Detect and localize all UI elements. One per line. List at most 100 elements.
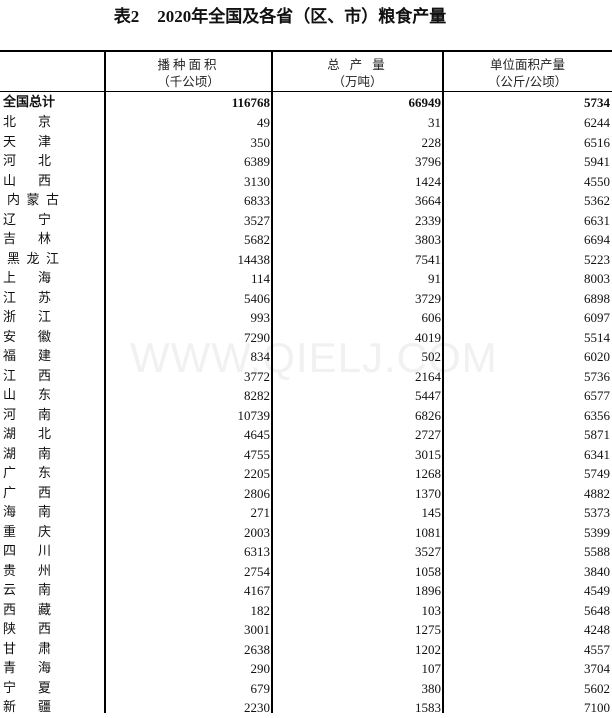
area-value: 2205 [244, 466, 270, 481]
output-value: 3015 [415, 446, 441, 462]
yield-value: 5362 [584, 193, 610, 208]
table-row: 江西 3772 2164 5736 [0, 367, 612, 387]
area-value: 4755 [244, 446, 270, 462]
yield-value: 7100 [584, 700, 610, 715]
table-row: 江苏 5406 3729 6898 [0, 289, 612, 309]
output-value: 1275 [415, 622, 441, 637]
area-value: 8282 [244, 388, 270, 403]
area-value: 3527 [244, 212, 270, 228]
table-row: 山东 8282 5447 6577 [0, 386, 612, 406]
table-row: 新疆 2230 1583 7100 [0, 698, 612, 718]
output-value: 502 [421, 349, 442, 364]
table-row: 海南 271 145 5373 [0, 503, 612, 523]
output-value: 2727 [415, 427, 441, 442]
yield-value: 6694 [584, 232, 610, 247]
table-row: 吉林 5682 3803 6694 [0, 230, 612, 250]
region-name: 湖南 [3, 446, 51, 462]
region-name: 辽宁 [3, 212, 51, 228]
yield-value: 5734 [584, 95, 610, 110]
output-value: 145 [421, 505, 442, 520]
region-name: 海南 [3, 505, 51, 520]
yield-value: 5602 [584, 680, 610, 696]
region-name: 新疆 [3, 700, 51, 715]
output-value: 1370 [415, 485, 441, 501]
yield-value: 6097 [584, 310, 610, 325]
area-value: 3130 [244, 173, 270, 189]
table-row: 上海 114 91 8003 [0, 269, 612, 289]
table-row: 贵州 2754 1058 3840 [0, 562, 612, 582]
output-value: 3803 [415, 232, 441, 247]
column-name: 播种面积 [157, 57, 220, 72]
column-name: 总 产 量 [327, 57, 388, 72]
yield-value: 8003 [584, 271, 610, 286]
table-row-total: 全国总计 116768 66949 5734 [0, 92, 612, 113]
region-name: 山西 [3, 173, 51, 189]
region-name: 吉林 [3, 232, 51, 247]
table-body: 全国总计 116768 66949 5734 北京 49 31 6244 天津 350 22… [0, 92, 612, 718]
area-value: 5682 [244, 232, 270, 247]
region-name: 河北 [3, 154, 51, 169]
column-divider [442, 51, 444, 713]
table-row: 陕西 3001 1275 4248 [0, 620, 612, 640]
table-row: 北京 49 31 6244 [0, 113, 612, 133]
area-value: 3001 [244, 622, 270, 637]
area-value: 2003 [244, 524, 270, 540]
yield-value: 4549 [584, 583, 610, 598]
region-name: 福建 [3, 349, 51, 364]
yield-value: 5941 [584, 154, 610, 169]
yield-value: 5223 [584, 251, 610, 267]
output-value: 2164 [415, 368, 441, 384]
region-name: 陕西 [3, 622, 51, 637]
output-value: 31 [428, 115, 441, 130]
output-value: 6826 [415, 407, 441, 423]
region-name: 上海 [3, 271, 51, 286]
table-top-rule [0, 50, 612, 52]
output-value: 228 [421, 134, 442, 150]
area-value: 6833 [244, 193, 270, 208]
area-value: 993 [250, 310, 271, 325]
table-number: 表2 [113, 7, 140, 26]
area-value: 14438 [237, 251, 271, 267]
output-value: 3796 [415, 154, 441, 169]
output-value: 66949 [408, 95, 442, 110]
region-name: 安徽 [3, 329, 51, 345]
yield-value: 5871 [584, 427, 610, 442]
table-row: 甘肃 2638 1202 4557 [0, 640, 612, 660]
table-row: 广东 2205 1268 5749 [0, 464, 612, 484]
yield-value: 4248 [584, 622, 610, 637]
yield-value: 6516 [584, 134, 610, 150]
area-value: 2230 [244, 700, 270, 715]
area-value: 6313 [244, 544, 270, 559]
area-value: 2806 [244, 485, 270, 501]
output-value: 3527 [415, 544, 441, 559]
region-name: 山东 [3, 388, 51, 403]
region-name: 湖北 [3, 427, 51, 442]
region-name: 贵州 [3, 563, 51, 579]
area-value: 114 [250, 271, 270, 286]
output-value: 107 [421, 661, 442, 676]
area-value: 2638 [244, 641, 270, 657]
output-value: 3664 [415, 193, 441, 208]
table-row: 黑龙江 14438 7541 5223 [0, 250, 612, 270]
region-name: 北京 [3, 115, 51, 130]
area-value: 679 [250, 680, 271, 696]
area-value: 116768 [231, 95, 270, 110]
yield-value: 6898 [584, 290, 610, 306]
table-row: 辽宁 3527 2339 6631 [0, 211, 612, 231]
table-row: 河南 10739 6826 6356 [0, 406, 612, 426]
table-row: 湖南 4755 3015 6341 [0, 445, 612, 465]
yield-value: 6356 [584, 407, 610, 423]
output-value: 1081 [415, 524, 441, 540]
area-value: 10739 [237, 407, 271, 423]
region-name: 青海 [3, 661, 51, 676]
column-divider [271, 51, 273, 713]
output-value: 1896 [415, 583, 441, 598]
column-header-yield: 单位面积产量 （公斤/公顷） [443, 56, 612, 90]
area-value: 3772 [244, 368, 270, 384]
table-row: 西藏 182 103 5648 [0, 601, 612, 621]
table-row: 重庆 2003 1081 5399 [0, 523, 612, 543]
output-value: 2339 [415, 212, 441, 228]
column-unit: （公斤/公顷） [487, 74, 568, 89]
region-name: 江西 [3, 368, 51, 384]
column-header-area: 播种面积 （千公顷） [105, 56, 272, 90]
